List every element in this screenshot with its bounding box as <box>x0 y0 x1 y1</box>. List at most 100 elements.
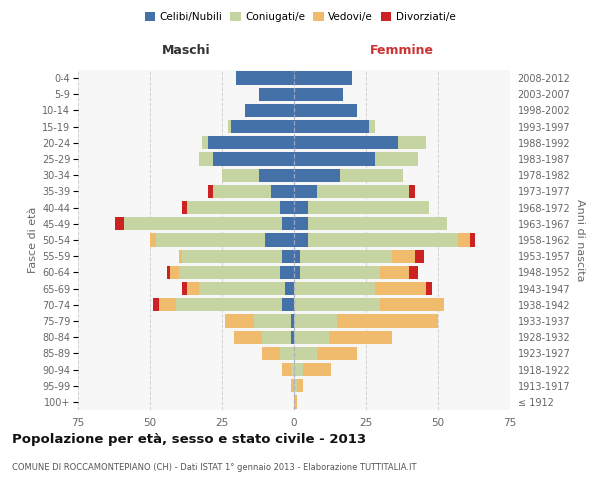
Bar <box>283 250 294 263</box>
Bar <box>300 266 380 279</box>
Bar <box>415 250 424 263</box>
Bar <box>259 88 294 101</box>
Bar <box>199 152 214 166</box>
Bar <box>179 266 280 279</box>
Bar <box>228 120 230 134</box>
Bar <box>380 298 444 312</box>
Bar <box>317 185 409 198</box>
Bar <box>302 363 331 376</box>
Bar <box>329 330 392 344</box>
Bar <box>458 234 470 246</box>
Bar <box>291 314 294 328</box>
Bar <box>294 168 340 182</box>
Bar <box>280 201 294 214</box>
Bar <box>167 266 170 279</box>
Legend: Celibi/Nubili, Coniugati/e, Vedovi/e, Divorziati/e: Celibi/Nubili, Coniugati/e, Vedovi/e, Di… <box>140 8 460 26</box>
Text: Maschi: Maschi <box>161 44 211 58</box>
Bar <box>294 346 317 360</box>
Bar <box>187 201 280 214</box>
Bar <box>265 234 294 246</box>
Bar <box>182 201 187 214</box>
Bar <box>317 346 358 360</box>
Bar <box>337 314 438 328</box>
Y-axis label: Anni di nascita: Anni di nascita <box>575 198 584 281</box>
Bar <box>392 250 415 263</box>
Bar <box>280 266 294 279</box>
Bar <box>294 379 297 392</box>
Bar <box>202 136 208 149</box>
Bar <box>340 168 403 182</box>
Bar <box>286 282 294 295</box>
Bar <box>294 201 308 214</box>
Bar <box>291 330 294 344</box>
Y-axis label: Fasce di età: Fasce di età <box>28 207 38 273</box>
Bar <box>308 217 446 230</box>
Bar <box>294 72 352 85</box>
Bar <box>187 282 199 295</box>
Bar <box>294 185 317 198</box>
Bar <box>222 168 259 182</box>
Bar <box>245 104 294 117</box>
Bar <box>294 120 369 134</box>
Bar <box>294 330 329 344</box>
Bar <box>427 282 432 295</box>
Bar <box>225 314 254 328</box>
Bar <box>294 396 297 408</box>
Bar <box>294 104 358 117</box>
Bar <box>214 152 294 166</box>
Bar <box>230 120 294 134</box>
Bar <box>294 152 374 166</box>
Bar <box>294 266 300 279</box>
Bar <box>208 136 294 149</box>
Bar <box>470 234 475 246</box>
Bar <box>409 266 418 279</box>
Bar <box>153 298 158 312</box>
Bar <box>380 266 409 279</box>
Bar <box>308 201 430 214</box>
Bar <box>300 250 392 263</box>
Bar <box>156 234 265 246</box>
Bar <box>262 330 291 344</box>
Bar <box>308 234 458 246</box>
Bar <box>369 120 374 134</box>
Bar <box>236 72 294 85</box>
Bar <box>233 330 262 344</box>
Bar <box>294 314 337 328</box>
Bar <box>294 234 308 246</box>
Bar <box>259 168 294 182</box>
Bar <box>283 298 294 312</box>
Bar <box>294 250 300 263</box>
Bar <box>294 363 302 376</box>
Bar <box>199 282 286 295</box>
Bar <box>280 346 294 360</box>
Bar <box>214 185 271 198</box>
Bar <box>294 88 343 101</box>
Bar <box>291 379 294 392</box>
Bar <box>398 136 427 149</box>
Bar <box>158 298 176 312</box>
Bar <box>409 185 415 198</box>
Bar <box>374 282 427 295</box>
Bar <box>208 185 214 198</box>
Bar <box>283 217 294 230</box>
Bar <box>294 136 398 149</box>
Bar <box>170 266 179 279</box>
Bar <box>283 363 291 376</box>
Bar <box>291 363 294 376</box>
Text: COMUNE DI ROCCAMONTEPIANO (CH) - Dati ISTAT 1° gennaio 2013 - Elaborazione TUTTI: COMUNE DI ROCCAMONTEPIANO (CH) - Dati IS… <box>12 462 416 471</box>
Bar <box>182 282 187 295</box>
Bar <box>176 298 283 312</box>
Bar <box>182 250 283 263</box>
Bar <box>294 217 308 230</box>
Bar <box>374 152 418 166</box>
Bar <box>297 379 302 392</box>
Bar <box>115 217 124 230</box>
Bar <box>179 250 182 263</box>
Bar <box>124 217 283 230</box>
Bar <box>254 314 291 328</box>
Bar <box>294 298 380 312</box>
Text: Femmine: Femmine <box>370 44 434 58</box>
Bar <box>271 185 294 198</box>
Bar <box>294 282 374 295</box>
Bar <box>150 234 156 246</box>
